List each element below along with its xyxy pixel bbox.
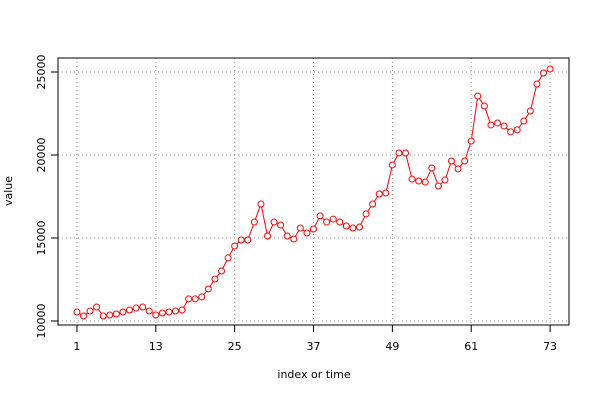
- data-point: [526, 107, 534, 115]
- y-tick-label: 15000: [35, 220, 48, 255]
- data-point: [362, 210, 370, 218]
- data-point: [421, 178, 429, 186]
- data-point: [106, 311, 114, 319]
- data-point: [494, 119, 502, 127]
- data-point: [231, 242, 239, 250]
- data-point: [342, 222, 350, 230]
- data-point: [296, 224, 304, 232]
- data-point: [178, 306, 186, 314]
- data-point: [224, 254, 232, 262]
- data-point: [461, 157, 469, 165]
- x-tick-label: 37: [307, 340, 321, 353]
- data-point: [171, 307, 179, 315]
- data-point: [79, 312, 87, 320]
- data-point: [250, 218, 258, 226]
- data-point: [204, 285, 212, 293]
- data-point: [428, 164, 436, 172]
- data-point: [474, 92, 482, 100]
- data-point: [191, 295, 199, 303]
- data-point: [290, 235, 298, 243]
- data-point: [119, 308, 127, 316]
- data-point: [257, 200, 265, 208]
- data-point: [283, 232, 291, 240]
- x-tick-label: 73: [543, 340, 557, 353]
- data-point: [336, 218, 344, 226]
- data-point: [139, 303, 147, 311]
- data-point: [244, 236, 252, 244]
- data-point: [382, 189, 390, 197]
- data-point: [408, 175, 416, 183]
- data-point: [500, 122, 508, 130]
- y-tick-label: 10000: [35, 303, 48, 338]
- x-tick-label: 1: [73, 340, 80, 353]
- plot-frame: [57, 57, 570, 326]
- data-point: [395, 149, 403, 157]
- y-tick-label: 20000: [35, 137, 48, 172]
- data-point: [217, 267, 225, 275]
- data-point: [152, 311, 160, 319]
- data-point: [145, 307, 153, 315]
- data-point: [237, 236, 245, 244]
- x-tick-label: 25: [228, 340, 242, 353]
- x-tick-label: 61: [464, 340, 478, 353]
- x-tick-label: 49: [385, 340, 399, 353]
- data-point: [112, 310, 120, 318]
- data-point: [323, 218, 331, 226]
- data-point: [349, 224, 357, 232]
- data-point: [388, 161, 396, 169]
- data-point: [270, 218, 278, 226]
- data-point: [303, 229, 311, 237]
- data-point: [480, 102, 488, 110]
- x-axis-title: index or time: [277, 368, 350, 381]
- data-point: [93, 303, 101, 311]
- data-point: [441, 176, 449, 184]
- data-point: [507, 128, 515, 136]
- data-point: [487, 121, 495, 129]
- data-point: [211, 275, 219, 283]
- data-point: [375, 190, 383, 198]
- data-point: [310, 225, 317, 233]
- data-point: [546, 65, 554, 73]
- data-point: [454, 165, 462, 173]
- data-point: [99, 312, 107, 320]
- data-point: [369, 200, 377, 208]
- data-point: [263, 232, 271, 240]
- data-point: [520, 117, 528, 125]
- y-axis-title: value: [2, 176, 15, 206]
- data-point: [185, 295, 193, 303]
- data-point: [467, 137, 475, 145]
- data-point: [540, 69, 548, 77]
- data-point: [329, 215, 337, 223]
- data-point: [402, 149, 410, 157]
- data-point: [316, 212, 324, 220]
- data-point: [448, 157, 456, 165]
- data-point: [73, 308, 81, 316]
- data-point: [132, 304, 140, 312]
- data-point: [125, 306, 133, 314]
- data-point: [513, 126, 521, 134]
- y-tick-label: 25000: [35, 54, 48, 89]
- data-point: [434, 182, 442, 190]
- data-point: [533, 80, 541, 88]
- data-point: [415, 177, 423, 185]
- data-point: [356, 223, 364, 231]
- data-point: [86, 307, 94, 315]
- data-point: [165, 308, 173, 316]
- x-tick-label: 13: [149, 340, 163, 353]
- data-point: [277, 221, 285, 229]
- data-point: [158, 309, 166, 317]
- data-point: [198, 293, 206, 301]
